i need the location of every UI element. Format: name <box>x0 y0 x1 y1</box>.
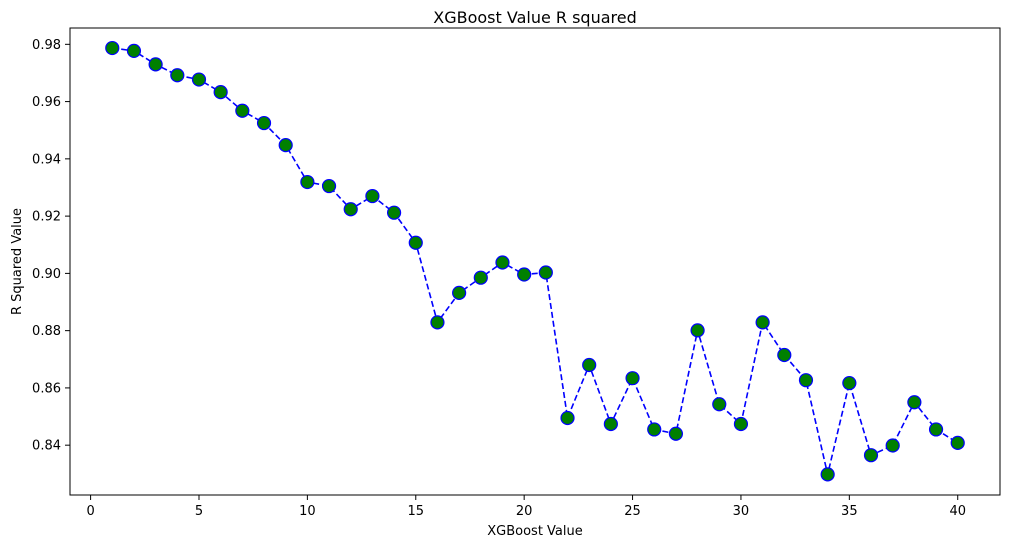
data-point <box>907 395 922 410</box>
data-point <box>842 375 857 391</box>
data-point <box>386 205 402 220</box>
data-point <box>343 202 358 217</box>
y-tick-label: 0.92 <box>32 210 61 225</box>
data-point <box>582 357 597 373</box>
y-axis-label: R Squared Value <box>10 208 25 315</box>
x-tick-label: 40 <box>949 504 966 519</box>
series-markers <box>105 40 965 482</box>
data-point <box>647 422 662 437</box>
x-axis-label: XGBoost Value <box>487 524 583 539</box>
data-point <box>928 422 944 437</box>
data-point <box>430 315 445 330</box>
y-tick-label: 0.96 <box>32 95 61 110</box>
plot-area <box>70 28 1000 495</box>
chart-title: XGBoost Value R squared <box>433 8 637 27</box>
data-point <box>105 40 120 56</box>
y-tick-label: 0.88 <box>32 324 61 339</box>
data-point <box>365 188 380 204</box>
data-point <box>560 410 575 426</box>
data-point <box>452 285 467 300</box>
x-tick-label: 20 <box>516 504 533 519</box>
series-line <box>112 47 959 475</box>
data-point <box>191 72 207 87</box>
y-tick-label: 0.86 <box>32 381 61 396</box>
y-tick-label: 0.98 <box>32 38 61 53</box>
data-point <box>668 426 684 441</box>
x-tick-label: 35 <box>841 504 858 519</box>
data-point <box>950 435 965 450</box>
data-point <box>517 267 532 282</box>
data-point <box>603 416 618 432</box>
y-tick-label: 0.90 <box>32 267 61 282</box>
y-tick-label: 0.94 <box>32 152 61 167</box>
plot-frame <box>69 27 1001 496</box>
data-point <box>798 373 814 388</box>
x-tick-label: 25 <box>624 504 641 519</box>
data-point <box>690 323 705 338</box>
x-tick-label: 30 <box>733 504 750 519</box>
x-tick-label: 5 <box>195 504 203 519</box>
data-point <box>235 103 250 118</box>
data-point <box>278 138 293 153</box>
y-axis: 0.84 0.86 0.88 0.90 0.92 0.94 0.96 0.98 <box>32 38 70 454</box>
data-point <box>885 438 900 453</box>
data-point <box>408 235 423 250</box>
x-axis: 0 5 10 15 20 25 30 35 40 <box>86 495 966 519</box>
x-tick-label: 0 <box>86 504 94 519</box>
x-tick-label: 10 <box>299 504 316 519</box>
data-point <box>213 85 228 100</box>
data-point <box>495 255 510 270</box>
x-tick-label: 15 <box>407 504 424 519</box>
data-point <box>126 43 142 59</box>
data-point <box>538 265 553 280</box>
data-point <box>733 416 749 432</box>
data-point <box>755 315 770 330</box>
data-point <box>148 57 163 72</box>
data-point <box>777 347 792 363</box>
data-point <box>712 397 727 412</box>
y-tick-label: 0.84 <box>32 439 61 454</box>
data-point <box>820 467 835 482</box>
data-point <box>300 174 315 190</box>
data-point <box>473 270 488 285</box>
data-point <box>170 68 185 83</box>
data-point <box>256 115 272 131</box>
data-point <box>863 448 879 463</box>
data-point <box>321 178 337 194</box>
data-point <box>625 371 640 386</box>
